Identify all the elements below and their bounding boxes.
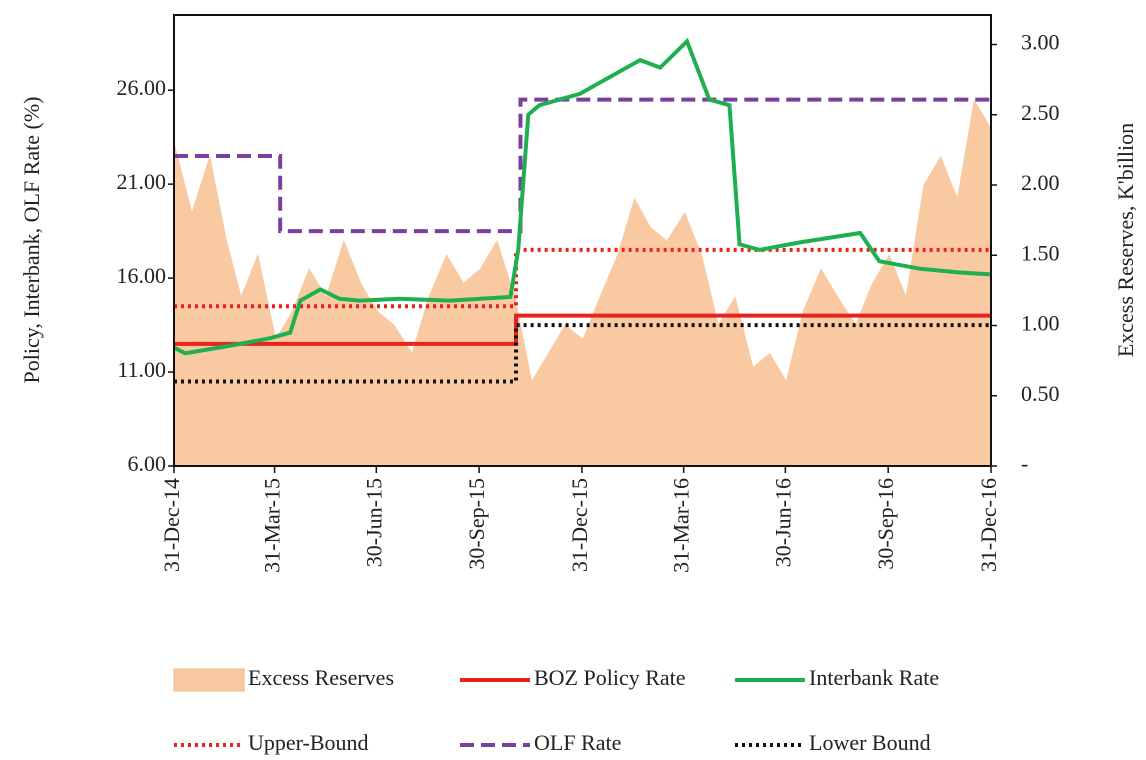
y2-tick-label: 1.50	[1021, 240, 1060, 265]
y-tick-label: 6.00	[128, 451, 167, 476]
x-tick-label: 31-Dec-16	[976, 478, 1001, 572]
line	[173, 37, 992, 356]
x-tick-label: 31-Dec-15	[567, 478, 592, 572]
line	[174, 247, 991, 309]
legend-label: Interbank Rate	[809, 665, 939, 690]
y-tick-label: 16.00	[117, 263, 167, 288]
x-tick-label: 30-Jun-15	[361, 478, 386, 567]
y2-tick-label: 2.00	[1021, 170, 1060, 195]
legend-label: Upper-Bound	[248, 730, 369, 755]
legend-label: Lower Bound	[809, 730, 931, 755]
y-axis-title: Policy, Interbank, OLF Rate (%)	[19, 97, 44, 384]
y2-tick-label: 1.00	[1021, 311, 1060, 336]
y-tick-label: 11.00	[117, 357, 166, 382]
y2-tick-label: 2.50	[1021, 100, 1060, 125]
line	[174, 323, 991, 384]
x-tick-label: 30-Sep-16	[873, 478, 898, 570]
x-tick-label: 31-Dec-14	[159, 478, 184, 572]
legend-label: BOZ Policy Rate	[534, 665, 686, 690]
y2-tick-label: 0.50	[1021, 381, 1060, 406]
y-tick-label: 26.00	[117, 75, 167, 100]
legend-label: OLF Rate	[534, 730, 621, 755]
x-tick-label: 30-Jun-16	[770, 478, 795, 567]
legend-swatch	[173, 668, 245, 692]
x-tick-label: 31-Mar-16	[669, 478, 694, 573]
line	[174, 97, 991, 234]
x-tick-label: 31-Mar-15	[260, 478, 285, 573]
y2-tick-label: -	[1021, 451, 1028, 476]
y2-tick-label: 3.00	[1021, 30, 1060, 55]
y-tick-label: 21.00	[117, 169, 167, 194]
area	[173, 99, 992, 467]
x-tick-label: 30-Sep-15	[464, 478, 489, 570]
y2-axis-title: Excess Reserves, K'billion	[1113, 123, 1138, 357]
legend-label: Excess Reserves	[248, 665, 394, 690]
